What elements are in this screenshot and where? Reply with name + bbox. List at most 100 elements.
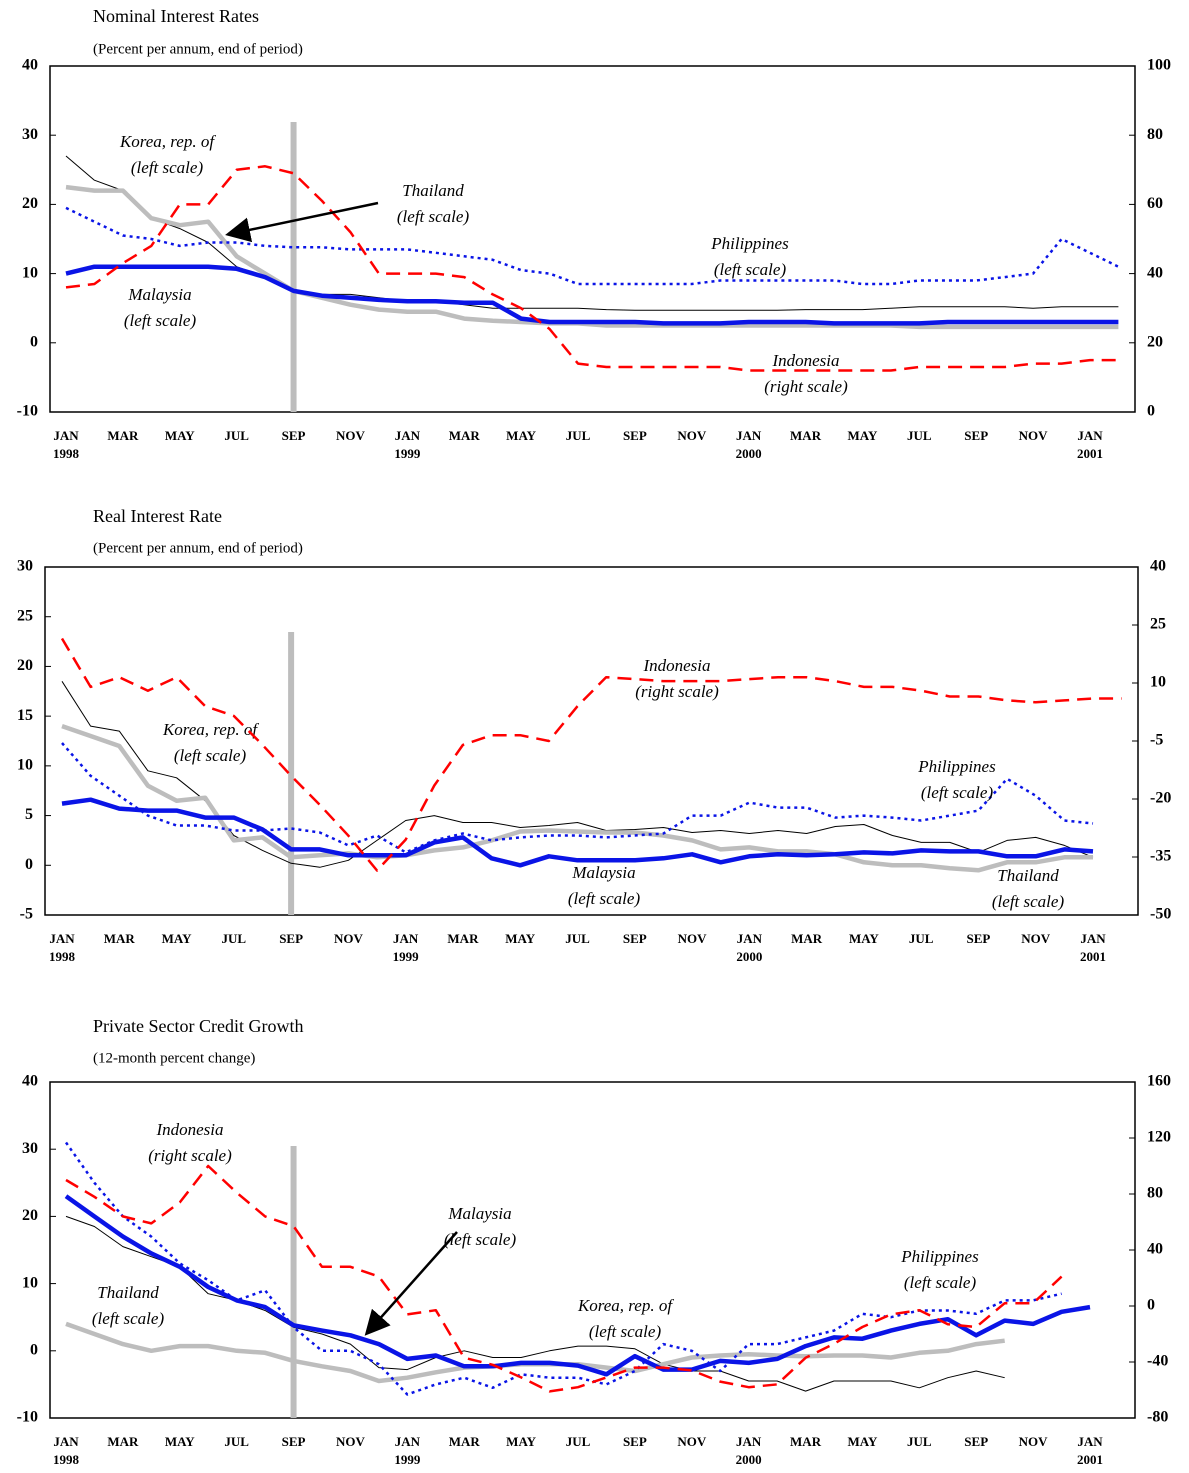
series-line <box>60 637 1122 872</box>
series-line <box>65 1164 1063 1393</box>
series-scale-note: (left scale) <box>992 892 1065 911</box>
chart-title: Nominal Interest Rates <box>93 6 259 26</box>
series-label: Malaysia <box>447 1204 511 1223</box>
chart-subtitle: (Percent per annum, end of period) <box>93 540 303 556</box>
y-tick-label: 10 <box>22 264 38 281</box>
y2-tick-label: 60 <box>1147 195 1163 212</box>
series-scale-note: (left scale) <box>568 889 641 908</box>
x-tick-label: MAR <box>107 428 139 443</box>
x-tick-label: MAY <box>505 931 535 946</box>
y-tick-label: 0 <box>30 333 38 350</box>
x-tick-label: MAR <box>107 1434 139 1449</box>
series-line <box>65 206 1119 286</box>
y-tick-label: -10 <box>17 403 38 420</box>
y2-tick-label: 10 <box>1150 674 1166 691</box>
x-tick-label: MAY <box>162 931 192 946</box>
series-label: Thailand <box>402 181 464 200</box>
y-tick-label: 30 <box>22 126 38 143</box>
series-scale-note: (right scale) <box>764 377 848 396</box>
y2-tick-label: 80 <box>1147 1185 1163 1202</box>
y2-tick-label: 160 <box>1147 1073 1171 1090</box>
y-tick-label: 0 <box>30 1341 38 1358</box>
y2-tick-label: -5 <box>1150 732 1163 749</box>
x-tick-label: NOV <box>1021 931 1051 946</box>
y2-tick-label: 100 <box>1147 57 1171 74</box>
x-tick-label: JUL <box>566 428 591 443</box>
series-scale-note: (left scale) <box>174 746 247 765</box>
y-tick-label: 30 <box>22 1140 38 1157</box>
series-line <box>65 1215 1005 1392</box>
series-scale-note: (left scale) <box>904 1273 977 1292</box>
series-scale-note: (left scale) <box>397 207 470 226</box>
series-scale-note: (left scale) <box>124 311 197 330</box>
x-tick-label: NOV <box>336 1434 366 1449</box>
x-tick-label: JUL <box>907 1434 932 1449</box>
series-label: Philippines <box>710 234 789 253</box>
series-label: Korea, rep. of <box>162 720 259 739</box>
y2-tick-label: 80 <box>1147 126 1163 143</box>
x-tick-label: MAY <box>506 428 536 443</box>
y-tick-label: 10 <box>17 757 33 774</box>
x-tick-label: NOV <box>677 428 707 443</box>
series-line <box>61 723 1093 873</box>
y-tick-label: 15 <box>17 707 33 724</box>
x-tick-label: NOV <box>336 428 366 443</box>
y2-tick-label: 25 <box>1150 616 1166 633</box>
series-line <box>61 681 1094 868</box>
x-tick-label: SEP <box>967 931 991 946</box>
series-label: Thailand <box>97 1283 159 1302</box>
x-tick-label: NOV <box>678 931 708 946</box>
x-tick-label: JAN 2001 <box>1080 931 1106 964</box>
series-scale-note: (left scale) <box>92 1309 165 1328</box>
series-scale-note: (left scale) <box>589 1322 662 1341</box>
y-tick-label: 40 <box>22 1073 38 1090</box>
x-tick-label: JAN 2001 <box>1077 1434 1103 1467</box>
chart-title: Private Sector Credit Growth <box>93 1016 303 1036</box>
x-tick-label: JAN 2000 <box>736 1434 762 1467</box>
x-tick-label: JUL <box>907 428 932 443</box>
x-tick-label: JAN 1998 <box>53 428 80 461</box>
x-tick-label: MAR <box>790 1434 822 1449</box>
x-tick-label: JUL <box>566 1434 591 1449</box>
series-scale-note: (right scale) <box>148 1146 232 1165</box>
series-label: Philippines <box>917 757 996 776</box>
series-scale-note: (left scale) <box>131 158 204 177</box>
x-tick-label: MAR <box>790 428 822 443</box>
y2-tick-label: 20 <box>1147 333 1163 350</box>
y-tick-label: 5 <box>25 806 33 823</box>
chart-title: Real Interest Rate <box>93 506 222 526</box>
y2-tick-label: -20 <box>1150 790 1171 807</box>
y-tick-label: 20 <box>22 1207 38 1224</box>
y-tick-label: 30 <box>17 558 33 575</box>
x-tick-label: MAR <box>449 428 481 443</box>
series-label: Korea, rep. of <box>119 132 216 151</box>
series-line <box>65 1321 1005 1384</box>
x-tick-label: MAR <box>447 931 479 946</box>
y-tick-label: -10 <box>17 1409 38 1426</box>
series-scale-note: (right scale) <box>635 682 719 701</box>
series-scale-note: (left scale) <box>714 260 787 279</box>
y-tick-label: 0 <box>25 856 33 873</box>
x-tick-label: SEP <box>623 931 647 946</box>
y-tick-label: 10 <box>22 1274 38 1291</box>
series-line <box>64 1141 1062 1396</box>
x-tick-label: JUL <box>224 1434 249 1449</box>
x-tick-label: JUL <box>222 931 247 946</box>
x-tick-label: MAR <box>791 931 823 946</box>
series-label: Thailand <box>997 866 1059 885</box>
x-tick-label: SEP <box>623 1434 647 1449</box>
y2-tick-label: 40 <box>1147 264 1163 281</box>
x-tick-label: NOV <box>334 931 364 946</box>
series-label: Malaysia <box>571 863 635 882</box>
x-tick-label: SEP <box>279 931 303 946</box>
series-line <box>64 1194 1091 1377</box>
y2-tick-label: -40 <box>1147 1353 1168 1370</box>
x-tick-label: MAY <box>848 428 878 443</box>
x-tick-label: SEP <box>282 1434 306 1449</box>
plot-frame <box>49 65 1136 413</box>
x-tick-label: NOV <box>1019 1434 1049 1449</box>
y-tick-label: 40 <box>22 57 38 74</box>
x-tick-label: MAY <box>849 931 879 946</box>
series-line <box>65 155 1119 311</box>
x-tick-label: JAN 1999 <box>393 931 420 964</box>
